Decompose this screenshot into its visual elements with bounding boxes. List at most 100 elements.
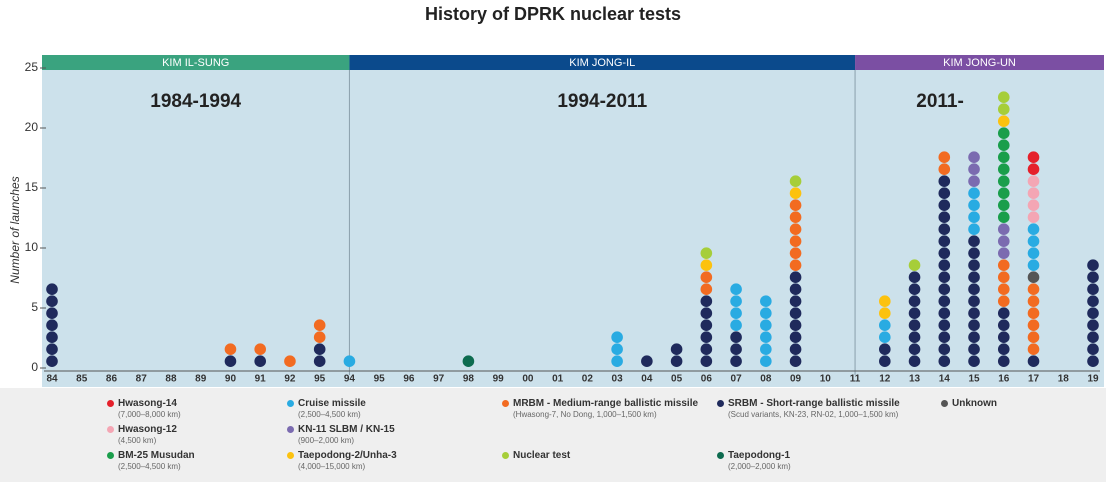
dot bbox=[938, 343, 951, 356]
dot bbox=[700, 295, 713, 308]
dot bbox=[997, 187, 1010, 199]
x-tick-label: 95 bbox=[314, 374, 326, 385]
dot bbox=[997, 199, 1010, 211]
dot bbox=[789, 247, 802, 259]
dot bbox=[968, 235, 980, 247]
era-name: KIM JONG-UN bbox=[943, 57, 1016, 69]
legend-swatch bbox=[107, 452, 114, 459]
dot bbox=[968, 319, 980, 332]
dot bbox=[938, 187, 951, 199]
dot bbox=[789, 283, 802, 296]
legend-name: MRBM - Medium-range ballistic missile bbox=[513, 398, 699, 409]
dot bbox=[1027, 271, 1040, 284]
chart-title: History of DPRK nuclear tests bbox=[425, 4, 681, 24]
dot bbox=[938, 283, 951, 296]
dot bbox=[1027, 283, 1040, 296]
dot bbox=[1087, 295, 1099, 308]
era-band bbox=[42, 55, 350, 70]
legend-range: (7,000–8,000 km) bbox=[118, 410, 181, 419]
legend-name: KN-11 SLBM / KN-15 bbox=[298, 424, 395, 435]
dot bbox=[997, 91, 1010, 103]
dot bbox=[1087, 343, 1099, 356]
dot bbox=[997, 247, 1010, 259]
dot bbox=[1027, 331, 1040, 344]
legend-name: SRBM - Short-range ballistic missile bbox=[728, 398, 900, 409]
legend-swatch bbox=[717, 400, 724, 407]
x-tick-label: 85 bbox=[76, 374, 88, 385]
dot bbox=[968, 331, 980, 344]
dot bbox=[730, 283, 742, 296]
legend-range: (4,000–15,000 km) bbox=[298, 462, 366, 471]
x-tick-label: 95 bbox=[374, 374, 386, 385]
dot bbox=[641, 355, 653, 368]
dot bbox=[997, 331, 1010, 344]
dot bbox=[46, 307, 58, 320]
dot bbox=[1087, 319, 1099, 332]
legend-range: (2,500–4,500 km) bbox=[118, 462, 181, 471]
dot bbox=[760, 331, 772, 344]
dot bbox=[760, 355, 772, 368]
dot bbox=[968, 163, 980, 175]
dot bbox=[224, 343, 237, 356]
era-band bbox=[855, 55, 1104, 70]
dot bbox=[908, 295, 921, 308]
dot bbox=[1027, 175, 1040, 187]
dot bbox=[938, 151, 951, 163]
dot bbox=[254, 343, 266, 356]
dot bbox=[730, 331, 742, 344]
dot bbox=[879, 331, 891, 344]
legend-name: Hwasong-12 bbox=[118, 424, 177, 435]
dot bbox=[968, 247, 980, 259]
dot bbox=[789, 271, 802, 284]
dot bbox=[730, 319, 742, 332]
dot bbox=[968, 175, 980, 187]
legend-name: BM-25 Musudan bbox=[118, 450, 195, 461]
legend-entry: Hwasong-14 (7,000–8,000 km) bbox=[107, 398, 308, 420]
dot bbox=[938, 259, 951, 272]
legend-entry: Cruise missile (2,500–4,500 km) bbox=[287, 398, 488, 420]
x-tick-label: 06 bbox=[701, 374, 713, 385]
legend-range: (Hwasong-7, No Dong, 1,000–1,500 km) bbox=[513, 410, 657, 419]
dot bbox=[700, 283, 713, 296]
x-tick-label: 96 bbox=[403, 374, 415, 385]
dot bbox=[879, 355, 891, 368]
dot bbox=[1027, 307, 1040, 320]
dot bbox=[1027, 319, 1040, 332]
dot bbox=[1027, 235, 1040, 247]
x-tick-label: 99 bbox=[493, 374, 505, 385]
legend-range: (900–2,000 km) bbox=[298, 436, 355, 445]
x-tick-label: 11 bbox=[850, 374, 861, 385]
x-tick-label: 98 bbox=[463, 374, 475, 385]
dot bbox=[789, 223, 802, 235]
dot bbox=[1027, 295, 1040, 308]
x-tick-label: 17 bbox=[1028, 374, 1040, 385]
dot bbox=[46, 331, 58, 344]
dot bbox=[789, 259, 802, 272]
legend-entry: Taepodong-1 (2,000–2,000 km) bbox=[717, 450, 918, 472]
dot bbox=[997, 259, 1010, 272]
legend-entry: BM-25 Musudan (2,500–4,500 km) bbox=[107, 450, 308, 472]
x-tick-label: 00 bbox=[522, 374, 534, 385]
x-tick-label: 92 bbox=[284, 374, 296, 385]
era-name: KIM JONG-IL bbox=[569, 57, 635, 69]
dot bbox=[997, 139, 1010, 151]
dot bbox=[730, 343, 742, 356]
dot bbox=[968, 271, 980, 284]
dot bbox=[611, 343, 623, 356]
dot bbox=[1027, 151, 1040, 163]
dot bbox=[670, 343, 683, 356]
dot bbox=[997, 307, 1010, 320]
dot bbox=[1027, 223, 1040, 235]
dot bbox=[313, 355, 326, 368]
y-tick-label: 10 bbox=[25, 240, 39, 254]
dot bbox=[700, 307, 713, 320]
legend-range: (2,500–4,500 km) bbox=[298, 410, 361, 419]
dot bbox=[997, 319, 1010, 332]
dot bbox=[997, 103, 1010, 115]
x-tick-label: 01 bbox=[552, 374, 564, 385]
x-tick-label: 89 bbox=[195, 374, 207, 385]
x-tick-label: 09 bbox=[790, 374, 802, 385]
dot bbox=[343, 355, 356, 368]
dot bbox=[938, 307, 951, 320]
